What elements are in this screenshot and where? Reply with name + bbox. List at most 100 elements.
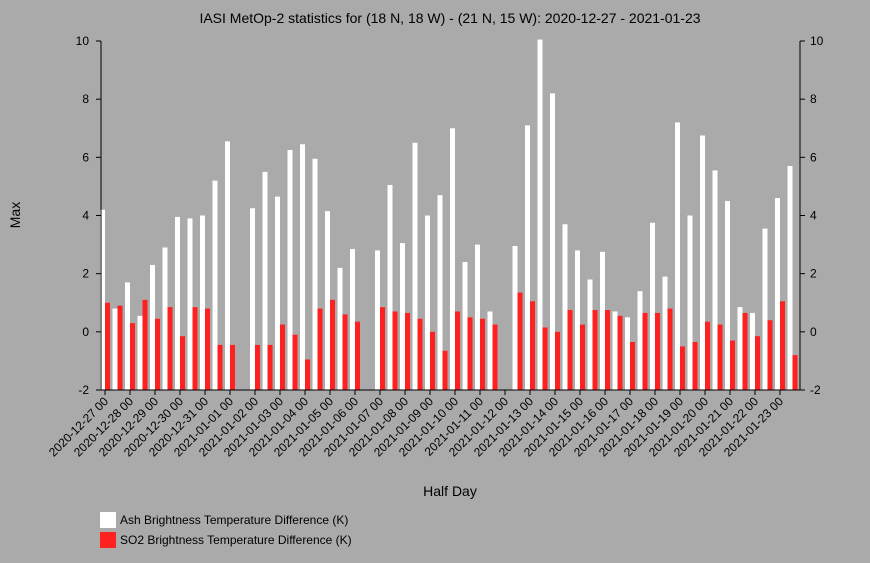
so2-bar (755, 336, 760, 390)
ash-bar (637, 291, 643, 390)
so2-bar (355, 321, 360, 390)
so2-bar (567, 310, 573, 390)
ash-bar (300, 144, 305, 390)
so2-bar (180, 336, 185, 390)
y-tick-label-left: -2 (78, 383, 89, 397)
so2-bar (705, 321, 710, 390)
ash-bar (650, 222, 655, 390)
ash-bar (750, 312, 755, 390)
so2-bar (730, 340, 735, 390)
so2-bar (492, 324, 498, 390)
ash-bar (537, 39, 543, 390)
so2-bar (392, 311, 398, 390)
so2-bar (580, 324, 585, 390)
ash-bar (137, 315, 143, 390)
so2-bar (280, 324, 285, 390)
y-tick-label-right: 2 (810, 267, 817, 281)
y-tick-label-right: 10 (810, 34, 824, 48)
so2-bar (430, 331, 435, 390)
so2-bar (305, 359, 310, 390)
so2-bar (380, 307, 385, 390)
y-tick-label-left: 10 (76, 34, 90, 48)
ash-bar (425, 215, 430, 390)
ash-bar (737, 307, 743, 390)
so2-bar (105, 302, 110, 390)
y-tick-label-right: 0 (810, 325, 817, 339)
ash-bar (225, 141, 230, 390)
ash-bar (125, 282, 130, 390)
y-tick-label-right: 8 (810, 92, 817, 106)
so2-bar (717, 324, 723, 390)
so2-bar (205, 308, 210, 390)
ash-bar (612, 311, 618, 390)
ash-bar (662, 276, 668, 390)
x-axis-label: Half Day (423, 483, 477, 499)
so2-bar (417, 318, 423, 390)
so2-bar (655, 312, 660, 390)
ash-bar (475, 244, 480, 390)
y-tick-label-left: 6 (82, 150, 89, 164)
ash-bar (462, 262, 468, 390)
ash-bar (162, 247, 168, 390)
ash-bar (525, 125, 530, 390)
so2-bar (467, 317, 473, 390)
ash-bar (350, 248, 355, 390)
ash-bar (687, 215, 693, 390)
y-tick-label-left: 8 (82, 92, 89, 106)
ash-bar (100, 209, 105, 390)
so2-bar (442, 350, 448, 390)
so2-bar (767, 320, 773, 390)
so2-bar (542, 327, 548, 390)
so2-bar (167, 307, 173, 390)
ash-bar (337, 267, 343, 390)
so2-bar (742, 312, 748, 390)
ash-bar (775, 198, 780, 390)
ash-bar (325, 211, 330, 390)
ash-bar (450, 128, 455, 390)
ash-bar (187, 218, 193, 390)
ash-bar (200, 215, 205, 390)
so2-bar (117, 305, 123, 390)
ash-bar (487, 311, 493, 390)
legend: Ash Brightness Temperature Difference (K… (100, 512, 352, 548)
ash-bar (287, 150, 293, 390)
so2-bar (155, 318, 160, 390)
chart-title: IASI MetOp-2 statistics for (18 N, 18 W)… (199, 10, 700, 26)
so2-bar-series (105, 292, 798, 390)
so2-bar (555, 331, 560, 390)
so2-bar (630, 342, 635, 390)
so2-bar (255, 344, 260, 390)
so2-bar (130, 323, 135, 390)
y-tick-label-right: -2 (810, 383, 821, 397)
ash-bar (150, 264, 155, 390)
so2-bar (605, 310, 610, 390)
ash-bar (375, 250, 380, 390)
ash-bar (725, 200, 730, 390)
so2-bar (342, 314, 348, 390)
so2-bar (480, 318, 485, 390)
so2-bar (405, 312, 410, 390)
legend-label: Ash Brightness Temperature Difference (K… (120, 513, 348, 527)
ash-bar (587, 279, 593, 390)
so2-bar (642, 312, 648, 390)
ash-bar (600, 251, 605, 390)
ash-bar (250, 208, 255, 390)
so2-bar (517, 292, 523, 390)
so2-bar (792, 355, 798, 390)
y-axis-label: Max (7, 202, 23, 228)
y-tick-label-left: 4 (82, 209, 89, 223)
ash-bar (675, 122, 680, 390)
legend-label: SO2 Brightness Temperature Difference (K… (120, 533, 352, 547)
ash-bar (575, 250, 580, 390)
y-tick-label-right: 6 (810, 150, 817, 164)
ash-bar (175, 216, 180, 390)
so2-bar (292, 334, 298, 390)
ash-bar (625, 317, 630, 390)
ash-bar (262, 171, 268, 390)
ash-bar-series (100, 39, 793, 390)
ash-bar (387, 184, 393, 390)
so2-bar (680, 346, 685, 390)
ash-bar (212, 180, 218, 390)
so2-bar (530, 301, 535, 390)
